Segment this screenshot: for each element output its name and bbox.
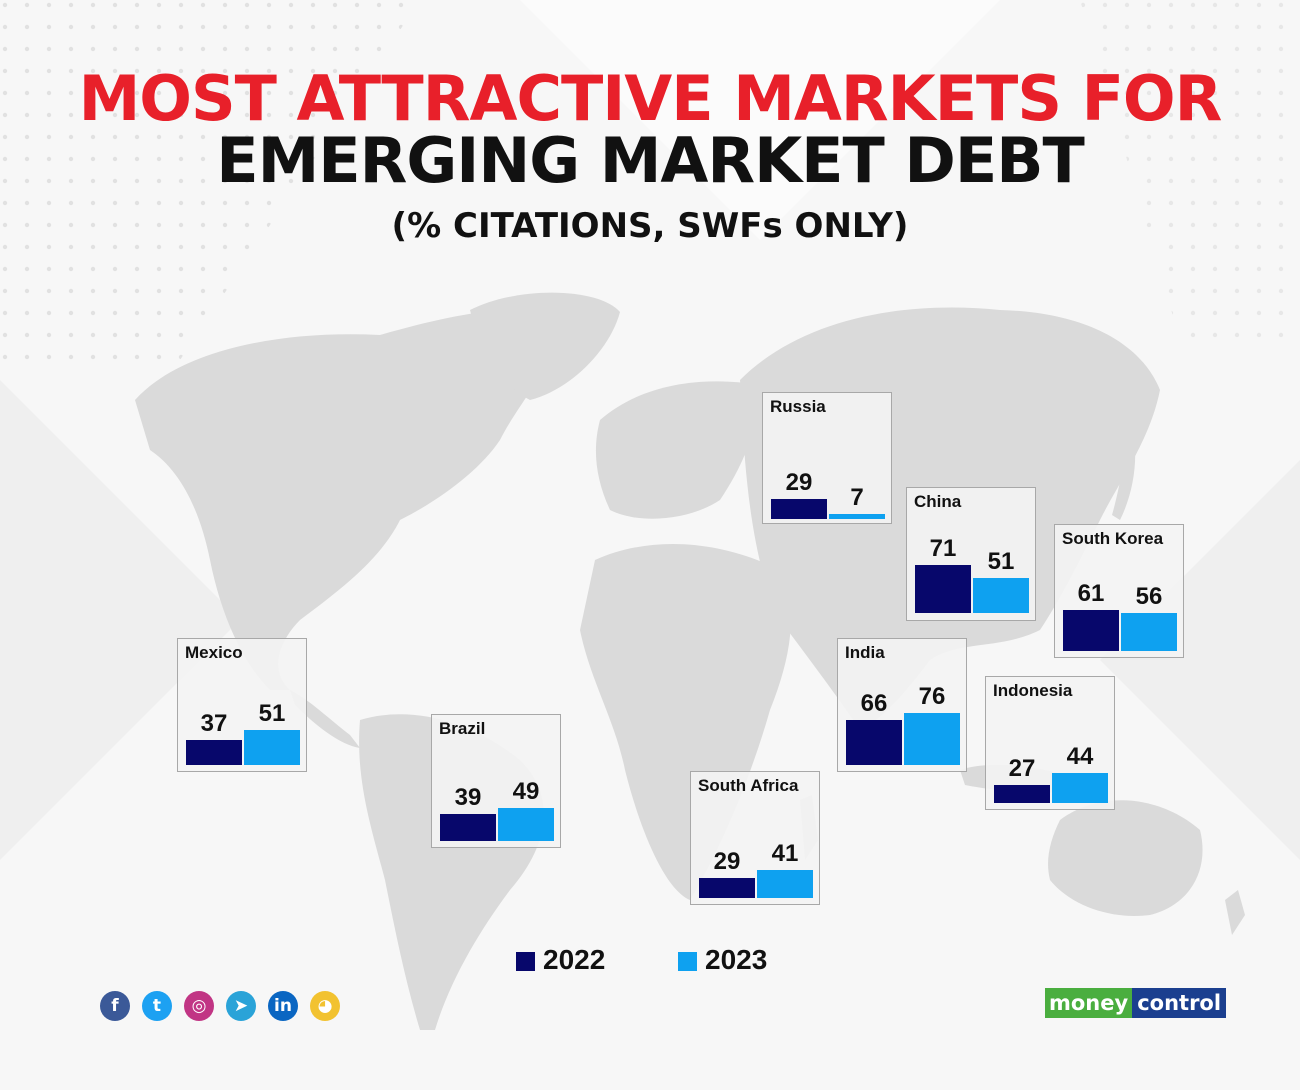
bar-mexico-2022 (186, 739, 242, 765)
legend-swatch-2022 (516, 952, 535, 971)
value-label-china-2023: 51 (987, 548, 1015, 576)
market-card-south-korea: South Korea 61 56 (1054, 524, 1184, 658)
value-label-south-africa-2023: 41 (771, 840, 799, 868)
market-name: Mexico (185, 643, 243, 662)
bar-south-korea-2023 (1121, 612, 1177, 651)
market-card-india: India 66 76 (837, 638, 967, 772)
koo-icon[interactable]: ◕ (310, 991, 340, 1021)
instagram-icon-glyph: ◎ (191, 996, 207, 1016)
legend-label-2022: 2022 (543, 944, 606, 975)
bar-south-africa-2023 (757, 870, 813, 898)
facebook-icon-glyph: f (111, 996, 119, 1016)
market-card-russia: Russia 29 7 (762, 392, 892, 524)
bar-brazil-2023 (498, 807, 554, 841)
moneycontrol-logo: money control (1045, 988, 1227, 1018)
chart-title-line-1: MOST ATTRACTIVE MARKETS FOR (78, 62, 1223, 135)
value-label-china-2022: 71 (929, 534, 957, 562)
market-card-china: China 71 51 (906, 487, 1036, 621)
bar-south-africa-2022 (699, 878, 755, 898)
market-name: Brazil (439, 719, 486, 738)
linkedin-icon-glyph: in (274, 996, 292, 1016)
telegram-icon[interactable]: ➤ (226, 991, 256, 1021)
market-name: Russia (770, 397, 826, 416)
bar-india-2023 (904, 713, 960, 765)
koo-icon-glyph: ◕ (317, 996, 333, 1016)
market-name: China (914, 492, 962, 511)
value-label-russia-2022: 29 (785, 469, 813, 497)
market-card-mexico: Mexico 37 51 (177, 638, 307, 772)
bar-india-2022 (846, 720, 902, 765)
bar-indonesia-2022 (994, 784, 1050, 803)
facebook-icon[interactable]: f (100, 991, 130, 1021)
value-label-mexico-2023: 51 (258, 700, 286, 728)
value-label-indonesia-2023: 44 (1066, 743, 1094, 771)
brand-money: money (1045, 988, 1133, 1018)
telegram-icon-glyph: ➤ (233, 996, 249, 1016)
value-label-india-2022: 66 (860, 690, 888, 718)
instagram-icon[interactable]: ◎ (184, 991, 214, 1021)
chart-subtitle: (% CITATIONS, SWFs ONLY) (391, 206, 909, 246)
market-name: South Africa (698, 776, 799, 795)
legend-swatch-2023 (678, 952, 697, 971)
market-card-indonesia: Indonesia 27 44 (985, 676, 1115, 810)
value-label-brazil-2023: 49 (512, 777, 540, 805)
brand-control: control (1132, 988, 1227, 1018)
value-label-south-africa-2022: 29 (713, 848, 741, 876)
linkedin-icon[interactable]: in (268, 991, 298, 1021)
bar-russia-2022 (771, 499, 827, 519)
twitter-icon-glyph: t (152, 996, 162, 1016)
bar-china-2023 (973, 578, 1029, 613)
market-name: South Korea (1062, 529, 1164, 548)
value-label-south-korea-2022: 61 (1077, 579, 1105, 607)
bar-indonesia-2023 (1052, 773, 1108, 803)
market-card-south-africa: South Africa 29 41 (690, 771, 820, 905)
bar-south-korea-2022 (1063, 609, 1119, 651)
value-label-brazil-2022: 39 (454, 784, 482, 812)
market-name: Indonesia (993, 681, 1073, 700)
bar-mexico-2023 (244, 730, 300, 765)
value-label-india-2023: 76 (918, 683, 946, 711)
chart-title-line-2: EMERGING MARKET DEBT (216, 124, 1085, 197)
legend-label-2023: 2023 (705, 944, 768, 975)
bar-china-2022 (915, 564, 971, 613)
twitter-icon[interactable]: t (142, 991, 172, 1021)
bar-brazil-2022 (440, 814, 496, 841)
value-label-indonesia-2022: 27 (1008, 754, 1036, 782)
value-label-russia-2023: 7 (850, 484, 864, 512)
value-label-mexico-2022: 37 (200, 709, 228, 737)
market-name: India (845, 643, 885, 662)
value-label-south-korea-2023: 56 (1135, 582, 1163, 610)
market-card-brazil: Brazil 39 49 (431, 714, 561, 848)
bar-russia-2023 (829, 514, 885, 519)
